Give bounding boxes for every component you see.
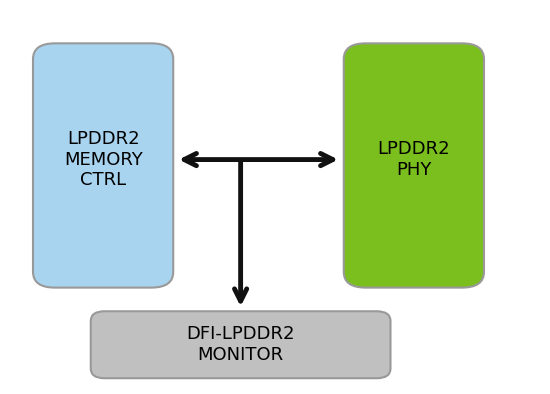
- FancyBboxPatch shape: [33, 43, 173, 288]
- Text: DFI-LPDDR2
MONITOR: DFI-LPDDR2 MONITOR: [186, 325, 295, 364]
- Text: LPDDR2
MEMORY
CTRL: LPDDR2 MEMORY CTRL: [64, 130, 142, 190]
- FancyBboxPatch shape: [91, 311, 390, 378]
- Text: LPDDR2
PHY: LPDDR2 PHY: [377, 140, 450, 179]
- FancyBboxPatch shape: [344, 43, 484, 288]
